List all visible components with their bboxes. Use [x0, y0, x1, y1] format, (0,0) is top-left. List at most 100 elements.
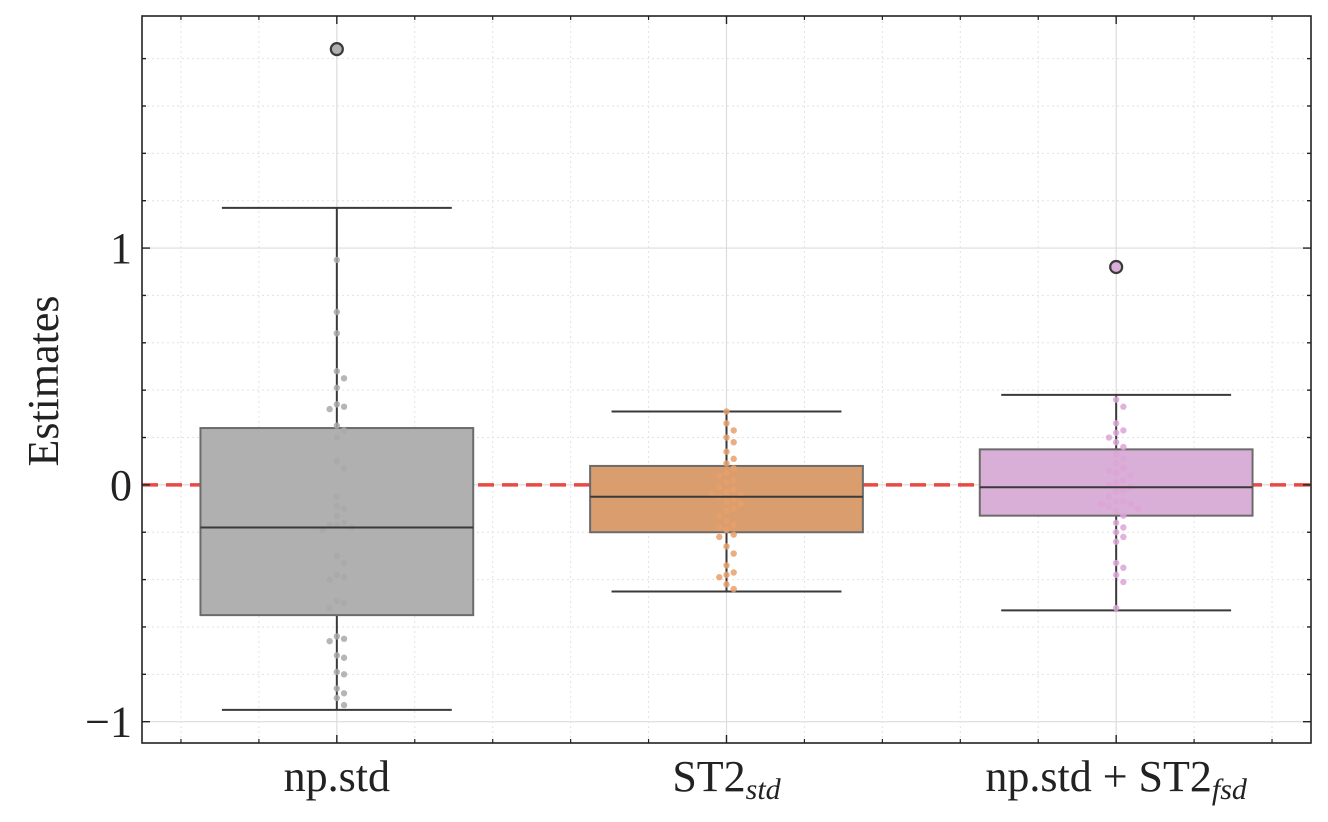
data-point	[1105, 493, 1113, 500]
data-point	[1112, 469, 1120, 477]
data-point	[1120, 512, 1127, 519]
data-point	[340, 654, 348, 661]
data-point	[730, 455, 737, 463]
data-point	[333, 434, 341, 441]
data-point	[723, 434, 730, 441]
data-point	[340, 635, 348, 643]
data-point	[1120, 465, 1127, 472]
data-point	[333, 502, 341, 510]
data-point	[333, 401, 341, 408]
data-point	[1112, 604, 1120, 612]
data-point	[340, 671, 348, 678]
data-point	[1120, 498, 1127, 505]
data-point	[1112, 488, 1120, 496]
outlier-point	[329, 42, 344, 57]
data-point	[723, 420, 730, 427]
data-point	[723, 526, 730, 534]
data-point	[326, 637, 333, 645]
data-point	[1112, 479, 1120, 486]
data-point	[340, 403, 348, 410]
data-point	[1134, 505, 1141, 512]
data-point	[723, 581, 730, 588]
data-point	[723, 571, 730, 579]
data-point	[333, 694, 341, 702]
data-point	[723, 469, 730, 477]
y-axis-label: Estimates	[19, 295, 68, 466]
data-point	[333, 308, 341, 316]
box-iqr	[199, 427, 475, 617]
data-point	[1120, 403, 1127, 410]
outlier-point	[1109, 259, 1124, 275]
data-point	[723, 488, 730, 496]
data-point	[716, 574, 723, 581]
data-point	[716, 472, 723, 479]
data-point	[730, 505, 737, 512]
data-point	[340, 574, 348, 581]
data-point	[333, 652, 341, 659]
data-point	[340, 505, 348, 512]
data-point	[326, 405, 333, 413]
data-point	[333, 552, 341, 560]
data-point	[716, 533, 723, 541]
box-group-3	[978, 259, 1254, 612]
data-point	[723, 543, 730, 550]
data-point	[730, 486, 737, 493]
box-group-1	[199, 42, 475, 711]
data-point	[1112, 450, 1120, 458]
data-point	[333, 597, 341, 605]
data-point	[340, 600, 348, 607]
data-point	[326, 576, 333, 583]
data-point	[340, 465, 348, 472]
data-point	[1112, 498, 1120, 505]
boxes	[199, 42, 1254, 711]
data-point	[1105, 434, 1113, 441]
data-point	[1112, 460, 1120, 467]
y-tick-label: 0	[110, 461, 132, 510]
data-point	[723, 498, 730, 505]
data-point	[1120, 455, 1127, 463]
data-point	[730, 569, 737, 576]
data-point	[333, 422, 341, 429]
data-point	[1127, 472, 1134, 479]
y-tick-label: −1	[85, 698, 132, 747]
data-point	[340, 701, 348, 709]
data-point	[730, 476, 737, 484]
data-point	[1120, 427, 1127, 434]
data-point	[723, 479, 730, 486]
data-point	[340, 427, 348, 434]
data-point	[1127, 500, 1134, 508]
x-tick-label: np.std + ST2fsd	[985, 752, 1248, 806]
data-point	[723, 448, 730, 455]
data-point	[333, 571, 341, 579]
data-point	[333, 668, 341, 676]
grid	[142, 16, 1311, 743]
data-point	[730, 550, 737, 557]
data-point	[340, 690, 348, 697]
data-point	[333, 457, 341, 465]
data-point	[333, 368, 341, 375]
x-tick-label: np.std	[284, 752, 390, 801]
data-point	[1112, 439, 1120, 446]
data-point	[1112, 571, 1120, 579]
data-point	[1112, 429, 1120, 436]
data-point	[1112, 538, 1120, 545]
data-point	[723, 562, 730, 569]
data-point	[737, 500, 745, 508]
data-point	[723, 408, 730, 415]
data-point	[730, 531, 737, 538]
data-point	[333, 493, 341, 500]
data-point	[340, 375, 348, 382]
data-point	[1112, 420, 1120, 427]
data-point	[326, 604, 333, 612]
data-point	[340, 559, 348, 567]
data-point	[333, 512, 341, 519]
data-point	[333, 384, 341, 391]
data-point	[1120, 578, 1127, 586]
data-point	[1120, 443, 1127, 451]
data-point	[730, 521, 737, 529]
data-point	[1120, 564, 1127, 571]
data-point	[1112, 519, 1120, 526]
data-point	[333, 330, 341, 337]
data-point	[340, 519, 348, 526]
